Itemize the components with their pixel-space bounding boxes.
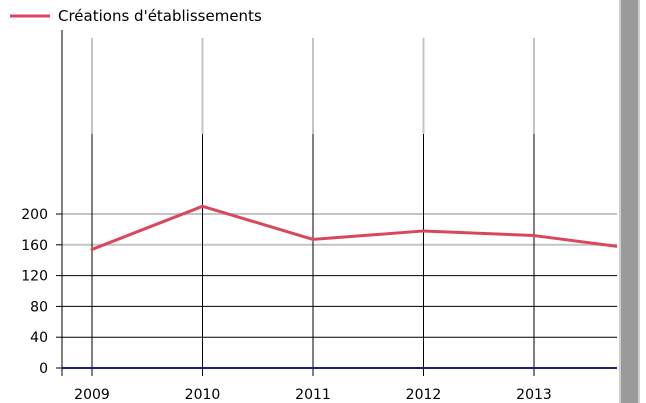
data-point [90, 247, 94, 251]
data-point [201, 204, 204, 208]
x-tick-label: 2010 [185, 387, 221, 403]
y-tick-label: 0 [39, 361, 48, 377]
y-tick-label: 40 [30, 330, 48, 346]
x-tick-label: 2011 [295, 387, 331, 403]
x-tick-label: 2013 [516, 387, 552, 403]
y-tick-label: 160 [21, 238, 48, 254]
series-layer [90, 204, 618, 251]
axes: 0 40 80 120 160 200 2009 2010 2011 2012 2013 [21, 30, 617, 403]
vertical-scrollbar[interactable] [619, 0, 640, 403]
legend: Créations d'établissements [10, 7, 262, 25]
data-point [311, 237, 315, 241]
grid [62, 38, 617, 376]
y-tick-label: 80 [30, 299, 48, 315]
series-line [91, 204, 618, 251]
data-point [422, 229, 425, 233]
legend-label: Créations d'établissements [58, 7, 262, 25]
x-tick-label: 2012 [406, 387, 442, 403]
data-point [532, 234, 536, 238]
y-tick-label: 120 [21, 269, 48, 285]
y-tick-label: 200 [21, 207, 48, 223]
x-tick-label: 2009 [74, 387, 110, 403]
